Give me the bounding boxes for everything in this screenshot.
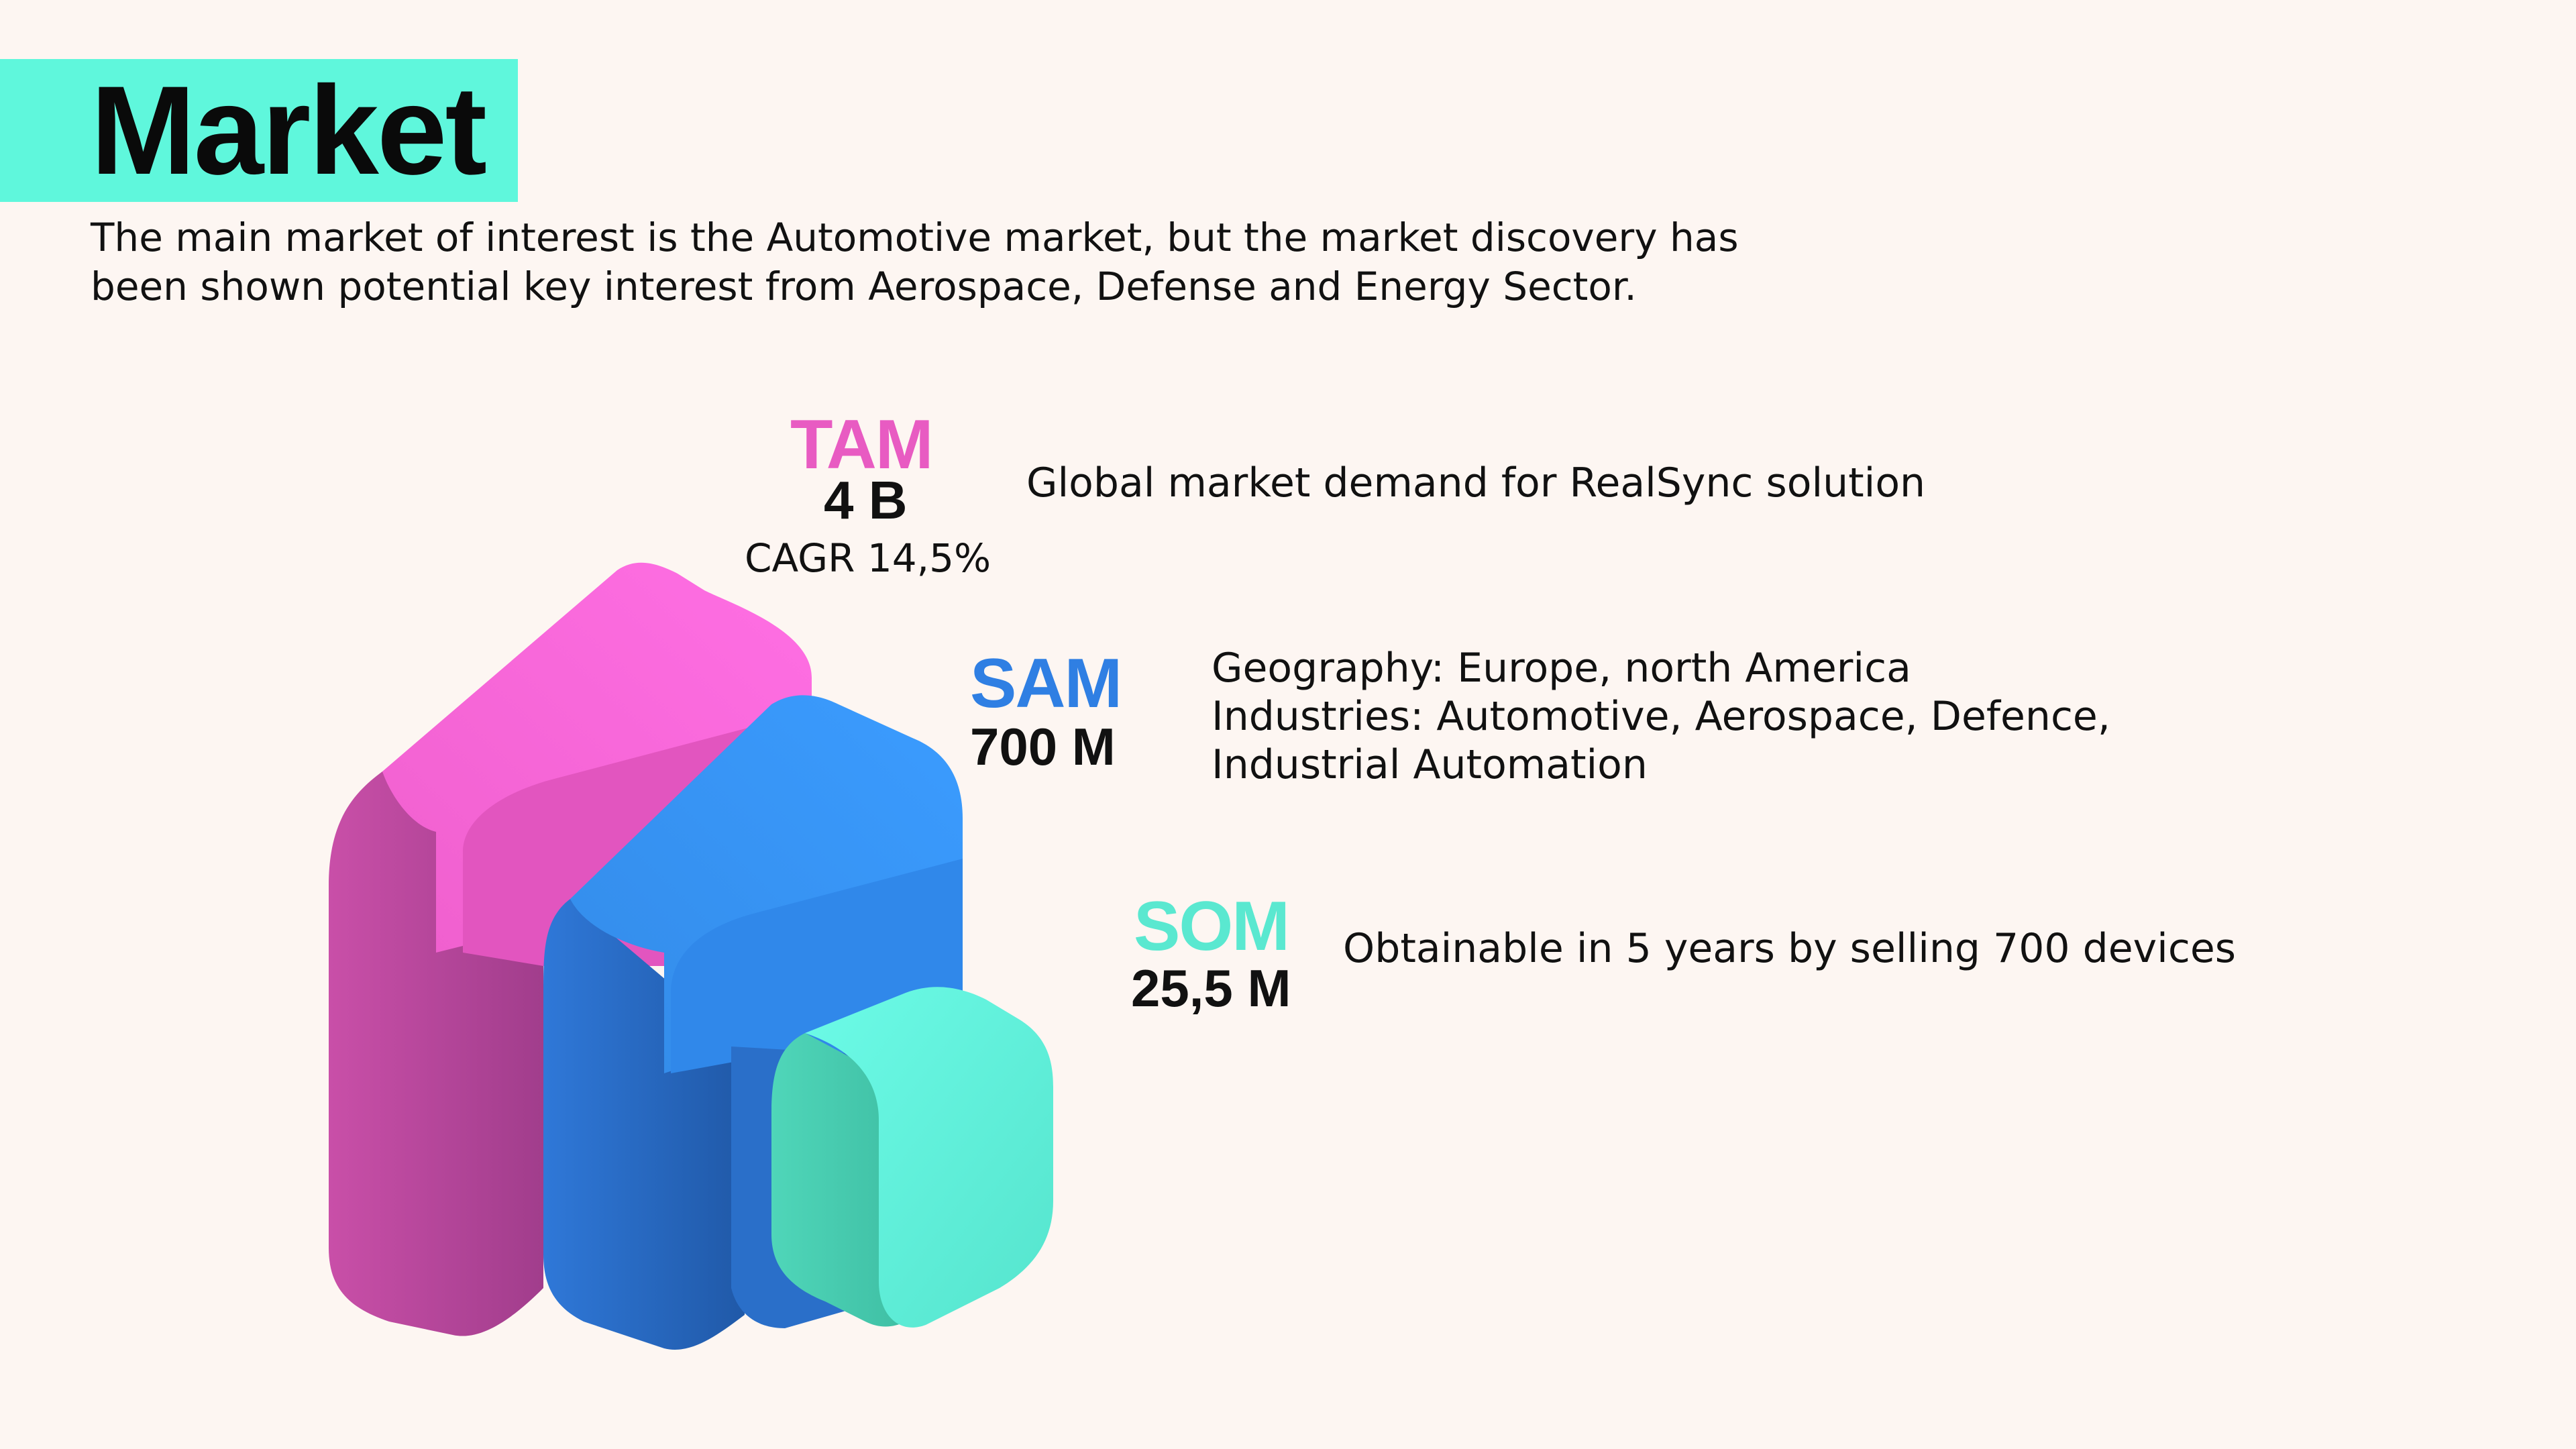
intro-line-1: The main market of interest is the Autom…: [91, 215, 1739, 260]
sam-label: SAM: [970, 645, 1122, 722]
tam-cagr: CAGR 14,5%: [745, 535, 991, 581]
som-label: SOM: [1134, 888, 1290, 965]
tam-value: 4 B: [824, 470, 908, 530]
sam-value: 700 M: [970, 717, 1116, 776]
som-block: [771, 987, 1053, 1328]
intro-text: The main market of interest is the Autom…: [91, 213, 1888, 311]
som-description: Obtainable in 5 years by selling 700 dev…: [1343, 925, 2236, 972]
page-title: Market: [91, 60, 487, 201]
title-highlight-band: [0, 59, 518, 202]
sam-description-line-3: Industrial Automation: [1212, 741, 1648, 788]
sam-description-line-1: Geography: Europe, north America: [1212, 645, 1911, 692]
intro-line-2: been shown potential key interest from A…: [91, 264, 1637, 309]
som-value: 25,5 M: [1131, 959, 1291, 1018]
market-size-blocks: [329, 562, 1053, 1350]
sam-description-line-2: Industries: Automotive, Aerospace, Defen…: [1212, 693, 2110, 740]
tam-label: TAM: [790, 406, 934, 484]
tam-description: Global market demand for RealSync soluti…: [1026, 460, 1926, 506]
sam-description: Geography: Europe, north America Industr…: [1212, 644, 2110, 789]
